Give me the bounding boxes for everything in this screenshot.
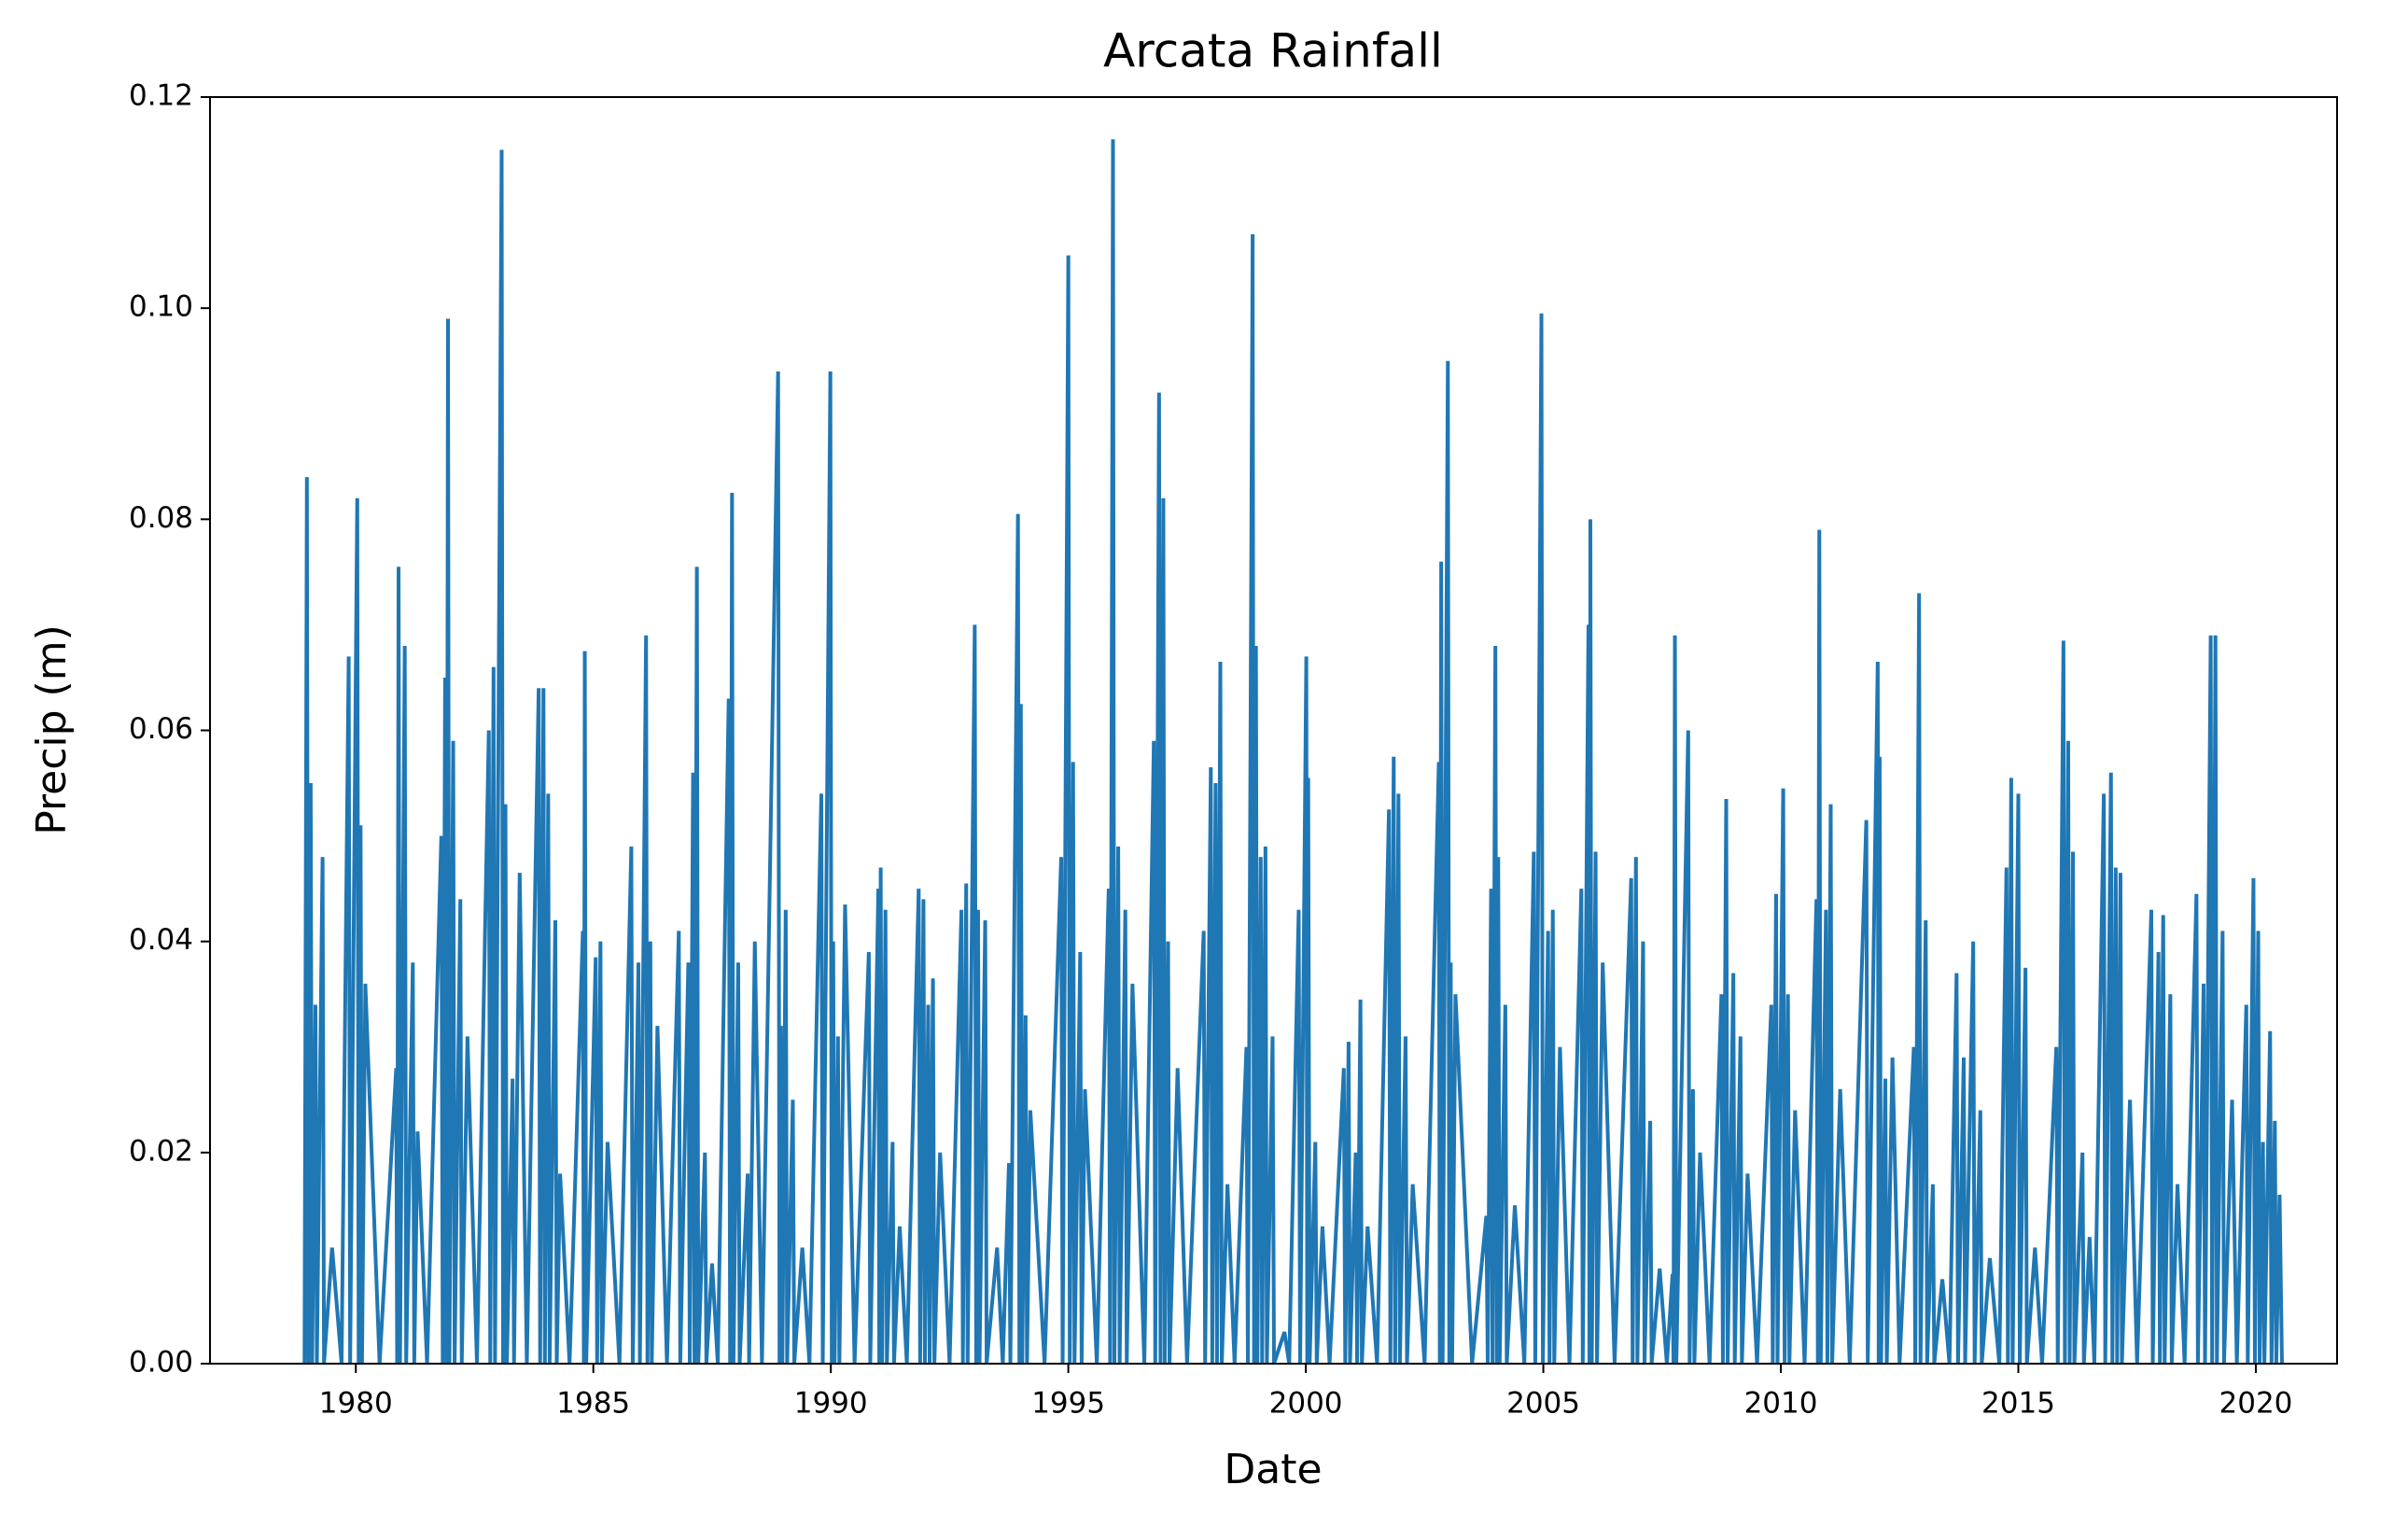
y-tick-label: 0.10 (129, 290, 193, 324)
x-tick-label: 2000 (1269, 1387, 1343, 1421)
x-tick-label: 2020 (2219, 1387, 2293, 1421)
y-tick-label: 0.02 (129, 1134, 193, 1168)
x-tick-label: 1995 (1031, 1387, 1105, 1421)
x-tick-label: 2005 (1506, 1387, 1580, 1421)
x-axis-label: Date (1224, 1446, 1322, 1493)
x-tick-label: 1985 (556, 1387, 630, 1421)
y-tick-label: 0.12 (129, 79, 193, 113)
x-tick-label: 1980 (319, 1387, 393, 1421)
y-tick-label: 0.08 (129, 501, 193, 535)
chart-title: Arcata Rainfall (1103, 24, 1443, 78)
y-axis-label: Precip (m) (28, 624, 76, 834)
x-tick-label: 1990 (794, 1387, 868, 1421)
y-tick-label: 0.06 (129, 712, 193, 746)
x-tick-label: 2015 (1981, 1387, 2055, 1421)
y-tick-label: 0.00 (129, 1346, 193, 1380)
rainfall-line (302, 139, 2284, 1364)
x-tick-label: 2010 (1744, 1387, 1818, 1421)
y-tick-label: 0.04 (129, 923, 193, 957)
